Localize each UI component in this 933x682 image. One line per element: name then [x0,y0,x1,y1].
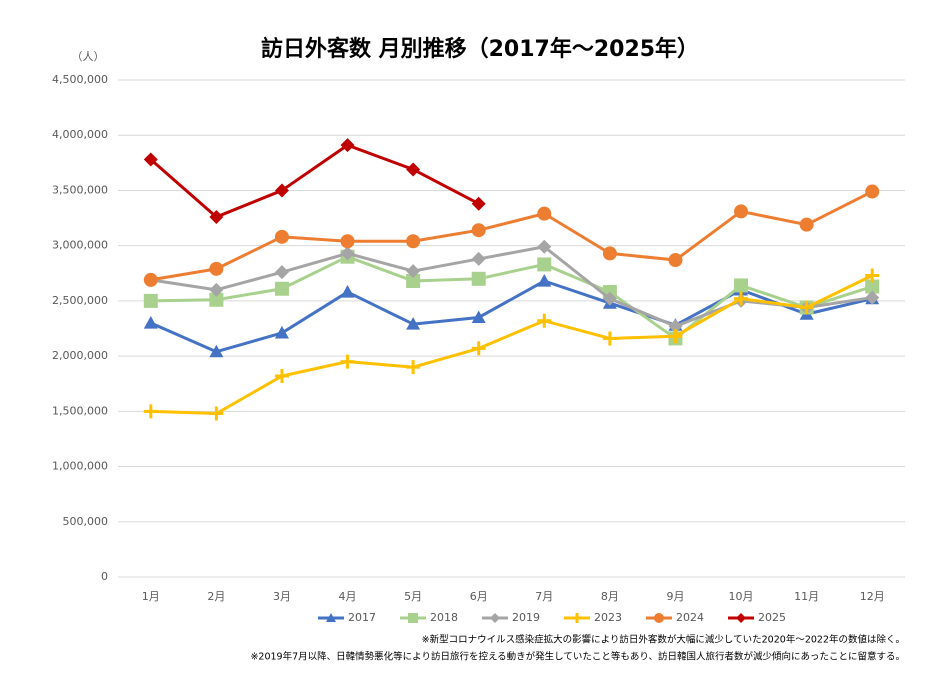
y-tick-label: 1,500,000 [52,404,108,417]
marker [602,291,617,306]
marker [340,246,355,261]
marker [209,209,224,224]
x-tick-label: 10月 [729,590,754,603]
marker [274,183,289,198]
marker [209,261,224,276]
legend-label: 2018 [430,611,458,624]
y-tick-label: 500,000 [63,515,109,528]
marker [471,341,486,356]
chart-title: 訪日外客数 月別推移（2017年～2025年） [261,36,699,62]
marker [734,291,749,306]
marker [471,271,486,286]
series-line [150,279,873,354]
marker [865,268,880,283]
marker [209,406,224,421]
marker [406,162,421,177]
marker [274,265,289,280]
series-line [150,255,873,340]
marker [865,290,880,305]
legend-label: 2023 [594,611,622,624]
marker [340,138,355,153]
marker [602,246,617,261]
marker [143,152,158,167]
marker [572,613,582,623]
marker [537,206,552,221]
marker [143,404,158,419]
series-line [150,190,873,282]
marker [143,272,158,287]
marker [340,354,355,369]
marker [668,253,683,268]
marker [274,229,289,244]
y-tick-label: 3,000,000 [52,239,108,252]
y-tick-label: 3,500,000 [52,183,108,196]
series-line [150,245,873,328]
marker [537,257,552,272]
x-tick-label: 2月 [207,590,225,603]
marker [408,613,418,623]
x-tick-label: 3月 [273,590,291,603]
marker [326,613,336,622]
x-tick-label: 1月 [142,590,160,603]
footnote: ※新型コロナウイルス感染症拡大の影響により訪日外客数が大幅に減少していた2020… [422,634,905,646]
marker [274,281,289,296]
marker [406,360,421,375]
y-tick-label: 0 [101,570,108,583]
marker [340,234,355,249]
footnote: ※2019年7月以降、日韓情勢悪化等により訪日旅行を控える動きが発生していたこと… [250,651,905,663]
marker [406,317,421,330]
marker [471,223,486,238]
x-tick-label: 11月 [794,590,819,603]
y-tick-label: 1,000,000 [52,460,108,473]
legend-label: 2019 [512,611,540,624]
x-tick-label: 12月 [860,590,885,603]
marker [274,325,289,339]
marker [406,234,421,249]
marker [734,278,749,293]
marker [537,239,552,254]
marker [209,282,224,297]
legend-label: 2025 [758,611,786,624]
x-tick-label: 4月 [339,590,357,603]
marker [865,279,880,294]
marker [537,274,552,287]
marker [668,319,683,334]
legend-label: 2024 [676,611,704,624]
legend-label: 2017 [348,611,376,624]
marker [143,293,158,308]
series-line [149,143,480,219]
marker [654,613,664,623]
marker [602,331,617,346]
y-tick-label: 4,500,000 [52,73,108,86]
y-tick-label: 4,000,000 [52,128,108,141]
y-axis-label: （人） [72,50,105,63]
marker [734,204,749,219]
y-tick-label: 2,500,000 [52,294,108,307]
marker [471,251,486,266]
marker [143,315,158,329]
marker [471,310,486,324]
series-line [150,274,873,416]
marker [340,285,355,298]
x-tick-label: 9月 [666,590,684,603]
marker [274,368,289,383]
marker [209,292,224,307]
marker [668,329,683,344]
y-tick-label: 2,000,000 [52,349,108,362]
marker [471,196,486,211]
x-tick-label: 7月 [535,590,553,603]
marker [865,184,880,199]
x-tick-label: 6月 [470,590,488,603]
marker [406,274,421,289]
marker [537,313,552,328]
marker [799,217,814,232]
marker [209,344,224,358]
marker [490,613,500,623]
marker [799,300,814,315]
x-tick-label: 8月 [601,590,619,603]
marker [736,613,746,623]
x-tick-label: 5月 [404,590,422,603]
marker [406,264,421,279]
